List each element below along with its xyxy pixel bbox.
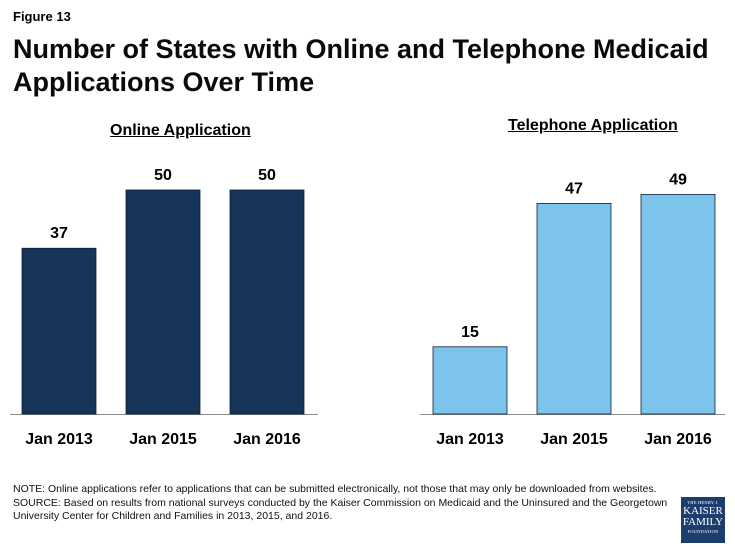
logo-line-1: THE HENRY J. (687, 500, 719, 505)
data-label-0-2: 50 (258, 167, 276, 184)
tick-label-1-0: Jan 2013 (436, 431, 504, 448)
data-label-1-2: 49 (669, 171, 687, 188)
panel-title-telephone: Telephone Application (508, 117, 678, 134)
tick-label-0-0: Jan 2013 (25, 431, 93, 448)
bar-1-0 (432, 346, 508, 415)
logo-line-4: FOUNDATION (687, 529, 719, 534)
logo-line-3: FAMILY (682, 516, 724, 528)
bar-chart: 37 Jan 2013 50 Jan 2015 50 Jan 2016 15 Jan 2013… (10, 167, 725, 448)
source-text: SOURCE: Based on results from national s… (13, 496, 668, 523)
tick-label-0-1: Jan 2015 (129, 431, 197, 448)
data-label-1-0: 15 (461, 324, 479, 341)
logo-line-2: KAISER (683, 505, 723, 517)
note-text: NOTE: Online applications refer to appli… (13, 483, 657, 495)
tick-label-0-2: Jan 2016 (233, 431, 301, 448)
chart-title: Number of States with Online and Telepho… (13, 34, 709, 97)
tick-label-1-1: Jan 2015 (540, 431, 608, 448)
kff-logo: THE HENRY J. KAISER FAMILY FOUNDATION (681, 497, 725, 543)
footnote: NOTE: Online applications refer to appli… (13, 483, 673, 524)
bar-1-1 (536, 203, 612, 415)
bar-1-2 (640, 194, 716, 415)
tick-label-1-2: Jan 2016 (644, 431, 712, 448)
bar-0-0 (21, 247, 97, 415)
data-label-0-1: 50 (154, 167, 172, 184)
bar-0-1 (125, 189, 201, 415)
data-label-0-0: 37 (50, 225, 68, 242)
data-label-1-1: 47 (565, 180, 583, 197)
figure-label: Figure 13 (13, 9, 71, 24)
bar-0-2 (229, 189, 305, 415)
panel-title-online: Online Application (110, 122, 251, 139)
